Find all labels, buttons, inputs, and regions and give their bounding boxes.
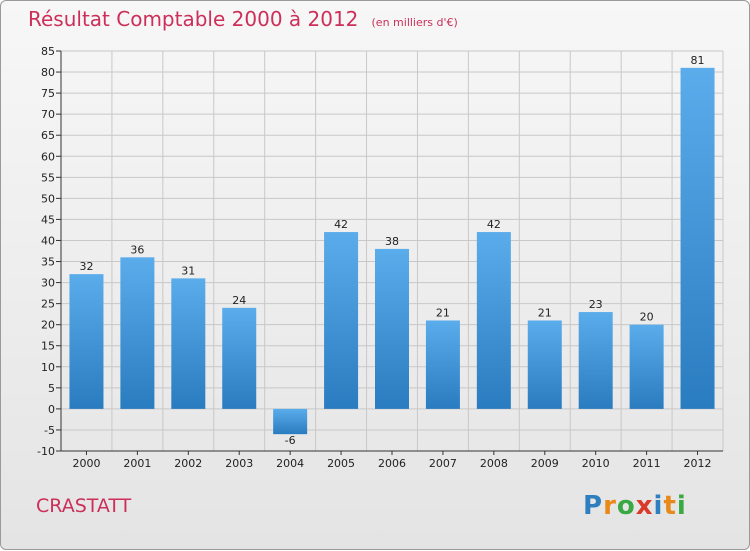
y-tick-label: 80 — [41, 66, 55, 79]
data-label: 42 — [334, 218, 348, 231]
y-tick-label: 35 — [41, 256, 55, 269]
chart-subtitle: (en milliers d'€) — [371, 16, 458, 29]
data-label: 23 — [589, 298, 603, 311]
logo-letter: o — [616, 491, 636, 521]
data-label: -6 — [285, 434, 296, 447]
y-tick-label: 70 — [41, 108, 55, 121]
x-tick-label: 2000 — [72, 457, 100, 470]
x-tick-label: 2007 — [429, 457, 457, 470]
y-tick-label: 15 — [41, 340, 55, 353]
labels: -10 -5 0 5 10 15 20 25 30 35 40 45 50 55 60 65 70 75 80 85 2… — [37, 45, 712, 470]
x-tick-label: 2011 — [633, 457, 661, 470]
x-tick-label: 2002 — [174, 457, 202, 470]
bar-2008 — [476, 232, 511, 409]
y-tick-label: 20 — [41, 319, 55, 332]
data-label: 24 — [232, 294, 246, 307]
y-tick-label: 55 — [41, 171, 55, 184]
bar-2000 — [69, 274, 104, 409]
logo-letter: P — [583, 491, 604, 521]
axes — [56, 50, 723, 455]
bar-2003 — [222, 307, 257, 409]
y-tick-label: -5 — [44, 424, 55, 437]
x-tick-label: 2008 — [480, 457, 508, 470]
bar-2002 — [171, 278, 206, 409]
data-label: 20 — [640, 311, 654, 324]
bar-2009 — [527, 320, 562, 409]
y-tick-label: 0 — [48, 403, 55, 416]
bars — [69, 67, 715, 435]
x-tick-label: 2001 — [123, 457, 151, 470]
y-tick-label: 50 — [41, 192, 55, 205]
y-tick-label: 5 — [48, 382, 55, 395]
y-tick-label: 25 — [41, 298, 55, 311]
commune-name: CRASTATT — [36, 495, 132, 517]
data-label: 21 — [538, 306, 552, 319]
logo-letter: t — [663, 491, 677, 521]
proxiti-logo: Proxiti — [583, 491, 687, 521]
chart-title: Résultat Comptable 2000 à 2012 — [28, 7, 359, 31]
y-tick-label: 45 — [41, 213, 55, 226]
x-tick-label: 2012 — [684, 457, 712, 470]
logo-letter: x — [635, 491, 654, 521]
title-block: Résultat Comptable 2000 à 2012 (en milli… — [28, 7, 458, 31]
y-tick-label: -10 — [37, 445, 55, 458]
logo-letter: r — [603, 491, 617, 521]
bar-2005 — [324, 232, 359, 409]
x-tick-label: 2009 — [531, 457, 559, 470]
y-tick-label: 75 — [41, 87, 55, 100]
x-tick-label: 2005 — [327, 457, 355, 470]
bar-2004 — [273, 408, 308, 435]
x-tick-label: 2010 — [582, 457, 610, 470]
y-tick-label: 40 — [41, 234, 55, 247]
data-label: 31 — [181, 264, 195, 277]
y-tick-label: 10 — [41, 361, 55, 374]
bar-2011 — [629, 324, 664, 409]
y-tick-label: 60 — [41, 150, 55, 163]
data-label: 81 — [691, 54, 705, 67]
bar-2010 — [578, 312, 613, 409]
x-tick-label: 2003 — [225, 457, 253, 470]
bar-2001 — [120, 257, 155, 409]
x-tick-label: 2006 — [378, 457, 406, 470]
logo-letter: i — [653, 491, 664, 521]
bar-2012 — [680, 67, 715, 409]
logo-letter: i — [676, 491, 687, 521]
data-label: 38 — [385, 235, 399, 248]
x-tick-label: 2004 — [276, 457, 304, 470]
y-tick-label: 85 — [41, 45, 55, 58]
bar-2006 — [375, 248, 409, 409]
data-label: 42 — [487, 218, 501, 231]
bar-2007 — [425, 320, 460, 409]
data-label: 32 — [79, 260, 93, 273]
data-label: 36 — [130, 243, 144, 256]
data-label: 21 — [436, 306, 450, 319]
y-tick-label: 65 — [41, 129, 55, 142]
y-tick-label: 30 — [41, 277, 55, 290]
